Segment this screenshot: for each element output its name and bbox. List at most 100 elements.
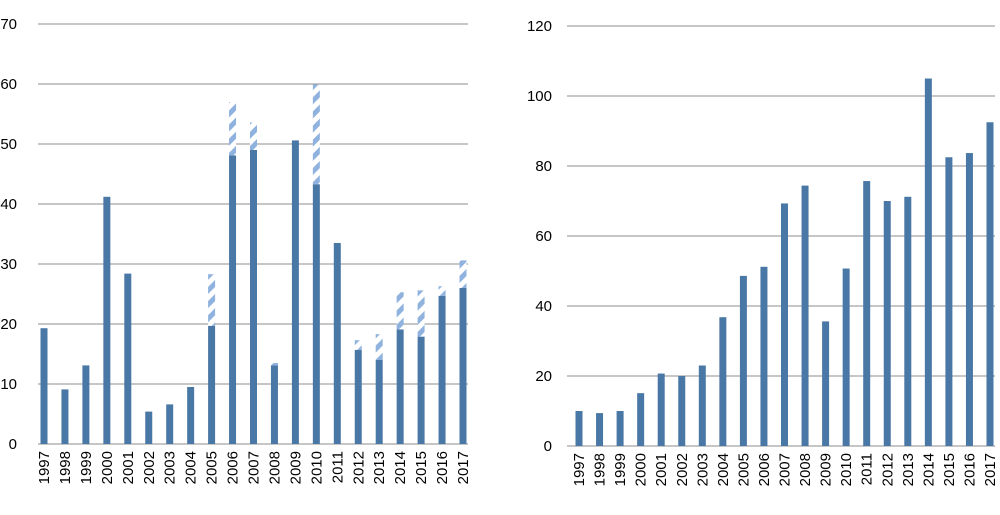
x-tick-label: 1997 — [36, 451, 53, 484]
y-tick-label: 40 — [0, 196, 17, 213]
x-tick-label: 2001 — [653, 453, 670, 486]
right-x-axis-ticks: 1997 1998 1999 2000 2001 2002 2003 2004 2005 2006… — [571, 453, 999, 486]
bar — [883, 201, 891, 446]
y-tick-label: 60 — [535, 228, 552, 245]
bar — [396, 329, 404, 444]
bar — [863, 181, 871, 447]
bar-hatched-segment — [229, 102, 237, 156]
bar-hatched-segment — [375, 334, 383, 360]
y-tick-label: 40 — [535, 298, 552, 315]
left-bars — [40, 84, 467, 444]
bar — [417, 336, 425, 444]
y-tick-label: 0 — [544, 438, 552, 455]
x-tick-label: 1999 — [78, 451, 95, 484]
left-y-axis-ticks: 0 10 20 30 40 50 60 70 — [0, 16, 17, 453]
y-tick-label: 10 — [0, 376, 17, 393]
x-tick-label: 2014 — [392, 451, 409, 484]
bar — [945, 157, 953, 446]
x-tick-label: 2009 — [287, 451, 304, 484]
bar — [596, 413, 604, 446]
bar — [924, 78, 932, 446]
bar — [904, 196, 912, 446]
bar-hatched-segment — [396, 292, 404, 330]
bar — [719, 317, 727, 446]
bar — [678, 376, 686, 446]
x-tick-label: 2006 — [225, 451, 242, 484]
x-tick-label: 2017 — [982, 453, 999, 486]
bar-hatched-segment — [250, 122, 257, 150]
bar — [986, 122, 994, 446]
bar — [637, 393, 645, 446]
x-tick-label: 2009 — [818, 453, 835, 486]
bar — [124, 273, 132, 444]
bar-hatched-segment — [312, 84, 320, 185]
bar — [270, 365, 278, 444]
bar — [438, 295, 446, 444]
x-tick-label: 2001 — [120, 451, 137, 484]
y-tick-label: 120 — [527, 18, 552, 35]
bar — [459, 288, 467, 444]
x-tick-label: 2013 — [900, 453, 917, 486]
y-tick-label: 20 — [535, 368, 552, 385]
bar — [842, 268, 850, 446]
x-tick-label: 1997 — [571, 453, 588, 486]
x-tick-label: 2012 — [879, 453, 896, 486]
x-tick-label: 1998 — [57, 451, 74, 484]
bar-hatched-segment — [354, 340, 362, 350]
bar — [616, 411, 624, 446]
x-tick-label: 2014 — [920, 453, 937, 486]
x-tick-label: 1999 — [612, 453, 629, 486]
x-tick-label: 2016 — [434, 451, 451, 484]
bar — [333, 243, 341, 444]
bar — [657, 373, 665, 446]
bar — [965, 153, 973, 447]
x-tick-label: 2013 — [371, 451, 388, 484]
x-tick-label: 2011 — [329, 451, 346, 483]
left-bar-chart: 0 10 20 30 40 50 60 70 1997 1998 1999 2000 2001 2002… — [0, 16, 472, 484]
x-tick-label: 2007 — [246, 451, 263, 484]
y-tick-label: 100 — [527, 88, 552, 105]
bar — [354, 349, 362, 444]
bar — [187, 387, 195, 444]
y-tick-label: 60 — [0, 76, 17, 93]
bar-hatched-segment — [208, 274, 216, 326]
bar — [312, 184, 320, 444]
x-tick-label: 2002 — [674, 453, 691, 486]
x-tick-label: 2008 — [266, 451, 283, 484]
x-tick-label: 2016 — [961, 453, 978, 486]
y-tick-label: 30 — [0, 256, 17, 273]
y-tick-label: 80 — [535, 158, 552, 175]
bar — [61, 389, 69, 444]
bar — [760, 266, 768, 446]
right-y-axis-ticks: 0 20 40 60 80 100 120 — [527, 18, 552, 455]
x-tick-label: 2005 — [204, 451, 221, 484]
x-tick-label: 2000 — [99, 451, 116, 484]
bar-hatched-segment — [438, 286, 446, 296]
x-tick-label: 2000 — [633, 453, 650, 486]
bar — [40, 328, 48, 444]
bar-hatched-segment — [459, 260, 467, 288]
x-tick-label: 2008 — [797, 453, 814, 486]
right-bars — [575, 78, 994, 447]
x-tick-label: 2011 — [859, 453, 876, 485]
x-tick-label: 2004 — [183, 451, 200, 484]
y-tick-label: 0 — [9, 436, 17, 453]
bar-hatched-segment — [417, 290, 425, 337]
y-tick-label: 50 — [0, 136, 17, 153]
bar — [698, 365, 706, 446]
x-tick-label: 2010 — [308, 451, 325, 484]
bar — [375, 360, 383, 444]
right-gridlines — [567, 25, 995, 447]
x-tick-label: 2017 — [455, 451, 472, 484]
x-tick-label: 2015 — [941, 453, 958, 486]
x-tick-label: 2003 — [162, 451, 179, 484]
bar — [739, 275, 747, 446]
bar-hatched-segment — [270, 363, 278, 366]
x-tick-label: 1998 — [592, 453, 609, 486]
x-tick-label: 2010 — [838, 453, 855, 486]
bar — [822, 321, 830, 446]
x-tick-label: 2003 — [694, 453, 711, 486]
y-tick-label: 20 — [0, 316, 17, 333]
bar — [229, 155, 237, 444]
